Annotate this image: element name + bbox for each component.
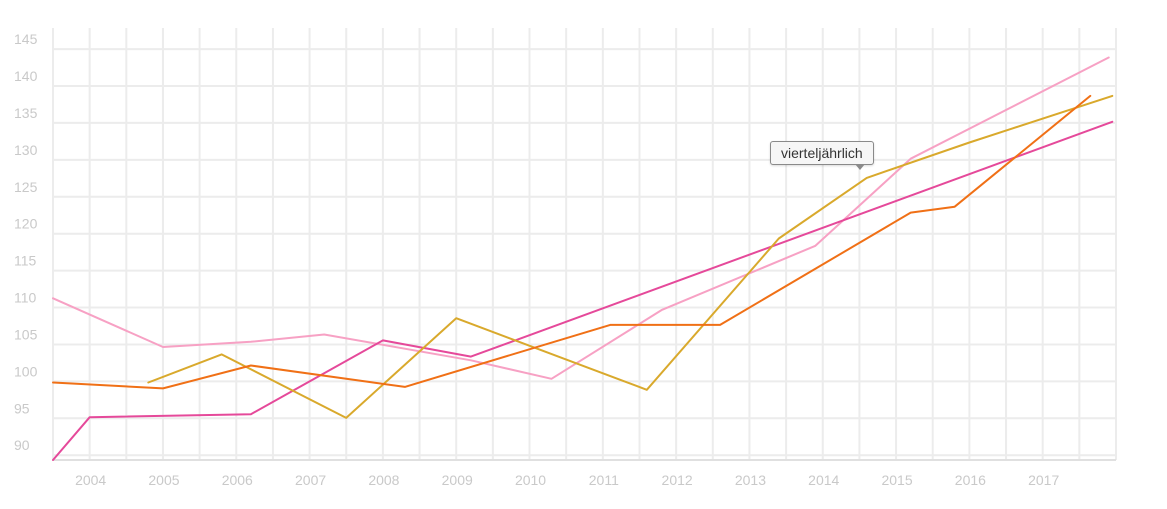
x-tick-label: 2016	[955, 472, 986, 488]
y-tick-label: 110	[14, 290, 37, 306]
y-axis: 90 95 100 105 110 115 120 125 130 135 140 145	[14, 31, 38, 453]
x-tick-label: 2012	[662, 472, 693, 488]
x-tick-label: 2014	[808, 472, 839, 488]
y-tick-label: 145	[14, 31, 38, 47]
x-tick-label: 2015	[881, 472, 912, 488]
x-tick-label: 2011	[589, 472, 619, 488]
series-line-2	[52, 120, 1114, 461]
x-tick-label: 2017	[1028, 472, 1059, 488]
x-tick-label: 2006	[222, 472, 253, 488]
x-axis: 2004 2005 2006 2007 2008 2009 2010 2011 2012 2013…	[75, 472, 1059, 488]
y-tick-label: 120	[14, 216, 38, 232]
annotation-tooltip: vierteljährlich	[770, 141, 874, 165]
series-line-3	[147, 94, 1114, 419]
y-tick-label: 130	[14, 142, 38, 158]
x-tick-label: 2005	[148, 472, 179, 488]
x-tick-label: 2008	[368, 472, 399, 488]
series-layer	[52, 56, 1114, 461]
vertical-grid	[52, 28, 1117, 460]
y-tick-label: 135	[14, 105, 38, 121]
y-tick-label: 140	[14, 68, 38, 84]
x-tick-label: 2007	[295, 472, 326, 488]
horizontal-grid	[53, 48, 1116, 461]
tooltip-arrow	[855, 164, 865, 170]
x-tick-label: 2013	[735, 472, 766, 488]
x-tick-label: 2010	[515, 472, 546, 488]
series-line-4	[52, 94, 1092, 390]
y-tick-label: 90	[14, 437, 30, 453]
x-tick-label: 2004	[75, 472, 106, 488]
y-tick-label: 100	[14, 363, 38, 379]
y-tick-label: 95	[14, 400, 30, 416]
y-tick-label: 105	[14, 326, 38, 342]
x-tick-label: 2009	[442, 472, 473, 488]
y-tick-label: 125	[14, 179, 38, 195]
y-tick-label: 115	[14, 253, 37, 269]
series-line-1	[52, 56, 1110, 380]
